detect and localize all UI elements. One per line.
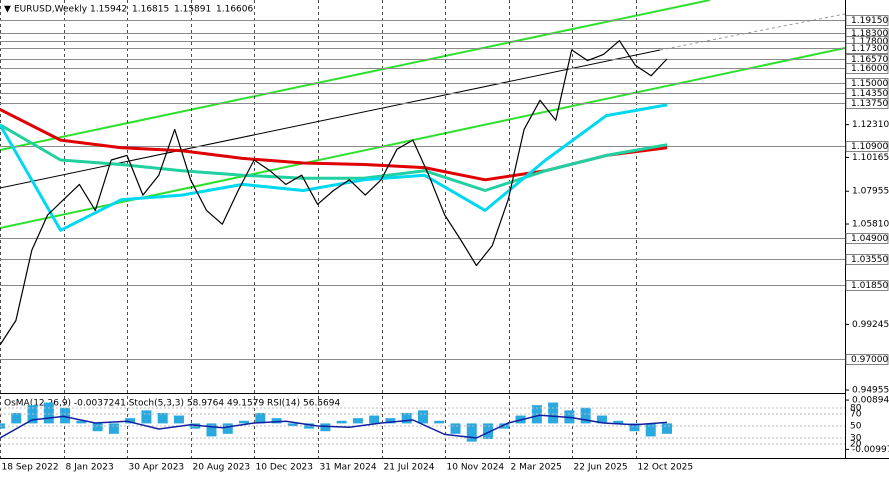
osma-bar — [0, 423, 5, 429]
osma-bar — [76, 420, 87, 424]
osma-bar — [336, 420, 347, 424]
osma-bar — [596, 415, 607, 424]
osma-bar — [92, 423, 103, 432]
osma-bar — [11, 412, 22, 424]
osma-bar — [239, 420, 250, 424]
osma-bar — [173, 415, 184, 424]
x-tick-label: 31 Mar 2024 — [320, 463, 377, 473]
osc-tick-label: 70 — [850, 410, 862, 420]
osma-bar — [141, 410, 152, 424]
osma-bar — [206, 423, 217, 437]
osma-bar — [629, 423, 640, 432]
level-label: 1.01850 — [851, 281, 888, 291]
osma-bar — [43, 402, 54, 424]
level-label-box — [845, 254, 889, 265]
level-label-box — [845, 233, 889, 244]
level-label-box — [845, 15, 889, 26]
rsi-line — [0, 414, 668, 439]
oscillator-label: OsMA(12,26,9) -0.0037241 Stoch(5,3,3) 58… — [4, 399, 340, 409]
x-tick-label: 12 Oct 2025 — [638, 463, 694, 473]
level-label-box — [845, 43, 889, 54]
level-label-box — [845, 354, 889, 365]
symbol-title: EURUSD,Weekly — [14, 5, 88, 15]
level-label-box — [845, 141, 889, 152]
osma-bar — [548, 402, 559, 424]
level-label: 1.16000 — [851, 64, 888, 74]
osma-bar — [450, 423, 461, 434]
level-label: 1.04900 — [851, 234, 888, 244]
osma-bar — [60, 407, 71, 424]
osma-bar — [190, 423, 201, 429]
osc-tick-label: 0.00894 — [852, 396, 889, 406]
osma-bar — [352, 418, 363, 424]
osma-bar — [434, 420, 445, 424]
y-tick-label: 0.94955 — [852, 386, 889, 396]
osma-bar — [255, 412, 266, 424]
osma-bar — [287, 423, 298, 426]
level-label: 1.18300 — [851, 29, 888, 39]
level-label-box — [845, 280, 889, 291]
ohlc-value: 1.15942 — [90, 5, 127, 15]
osma-bar — [417, 410, 428, 424]
x-tick-label: 8 Jan 2023 — [66, 463, 114, 473]
level-label-box — [845, 63, 889, 74]
level-label: 1.10900 — [851, 142, 888, 152]
osma-bar — [157, 412, 168, 424]
osma-bar — [108, 423, 119, 434]
ohlc-value: 1.16606 — [216, 5, 253, 15]
osma-bar — [483, 423, 494, 440]
y-tick-label: 1.07955 — [852, 187, 889, 197]
level-label: 1.13750 — [851, 99, 888, 109]
x-tick-label: 10 Dec 2023 — [256, 463, 314, 473]
osma-bar — [613, 420, 624, 424]
level-label: 1.19150 — [851, 16, 888, 26]
x-tick-label: 22 Jun 2025 — [574, 463, 628, 473]
osma-bar — [466, 423, 477, 442]
level-label: 1.17300 — [851, 44, 888, 54]
moving-average — [0, 123, 668, 192]
osma-bar — [385, 418, 396, 424]
osma-bar — [271, 418, 282, 424]
trend-line — [0, 0, 711, 151]
osma-bar — [222, 423, 233, 434]
osma-bar — [580, 407, 591, 424]
osc-tick-label: -0.00997 — [852, 445, 889, 455]
level-label: 0.97000 — [851, 355, 888, 365]
ohlc-value: 1.15891 — [174, 5, 211, 15]
osma-bar — [369, 415, 380, 424]
osma-bar — [662, 423, 672, 434]
x-tick-label: 20 Aug 2023 — [193, 463, 251, 473]
level-label: 1.15000 — [851, 79, 888, 89]
osma-bar — [320, 423, 331, 432]
x-tick-label: 2 Mar 2025 — [511, 463, 562, 473]
level-label: 1.17800 — [851, 37, 888, 47]
osma-bar — [125, 418, 136, 424]
ohlc-value: 1.16815 — [132, 5, 169, 15]
osma-bar — [645, 423, 656, 437]
osc-tick-label: 50 — [850, 422, 862, 432]
osma-bar — [401, 412, 412, 424]
x-tick-label: 10 Nov 2024 — [447, 463, 505, 473]
price-line — [0, 40, 668, 346]
y-tick-label: 0.99245 — [852, 320, 889, 330]
osc-tick-label: 20 — [850, 440, 862, 450]
level-label: 1.16570 — [851, 55, 888, 65]
level-label: 1.14350 — [851, 89, 888, 99]
x-tick-label: 18 Sep 2022 — [2, 463, 59, 473]
y-tick-label: 1.05810 — [852, 220, 889, 230]
level-label: 1.03550 — [851, 255, 888, 265]
x-tick-label: 30 Apr 2023 — [129, 463, 185, 473]
level-label-box — [845, 98, 889, 109]
y-tick-label: 1.12310 — [852, 120, 889, 130]
osc-tick-label: 80 — [850, 404, 862, 414]
symbol-marker: ▼ — [4, 5, 11, 15]
osc-tick-label: 30 — [850, 434, 862, 444]
moving-average — [0, 103, 668, 232]
x-tick-label: 21 Jul 2024 — [384, 463, 435, 473]
y-tick-label: 1.10165 — [852, 153, 889, 163]
